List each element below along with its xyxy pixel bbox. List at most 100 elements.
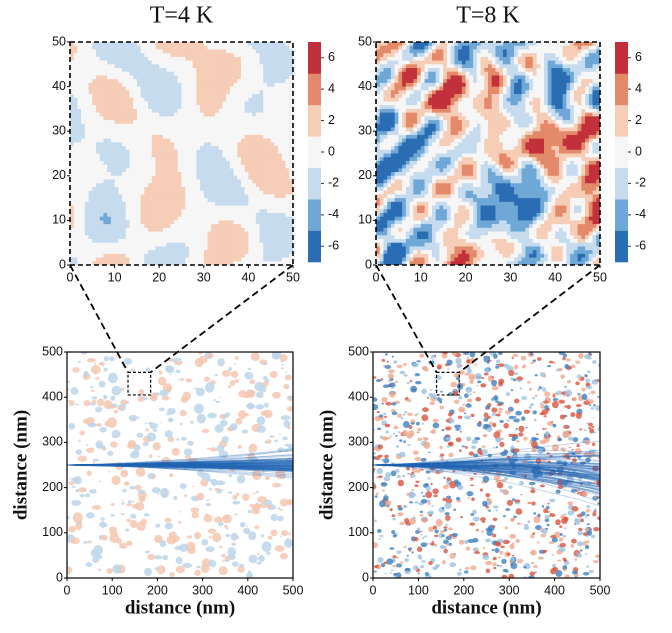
field-cell [383, 112, 388, 117]
field-cell [263, 153, 268, 158]
field-cell [244, 90, 249, 95]
field-cell [151, 235, 157, 240]
field-cell [107, 79, 112, 84]
field-cell [454, 227, 459, 233]
field-cell [162, 261, 168, 265]
field-cell [387, 75, 392, 80]
field-cell [409, 131, 414, 136]
field-cell [155, 49, 160, 54]
field-cell [402, 172, 407, 177]
field-cell [263, 86, 268, 91]
field-cell [402, 246, 407, 251]
field-cell [125, 194, 131, 199]
field-cell [73, 153, 79, 158]
field-cell [402, 216, 407, 221]
field-cell [446, 123, 452, 129]
field-cell [136, 127, 142, 132]
field-cell [439, 64, 444, 69]
field-cell [255, 120, 261, 125]
field-cell [136, 56, 142, 62]
field-cell [125, 146, 131, 151]
field-cell [244, 172, 249, 177]
field-cell [237, 216, 242, 221]
field-cell [148, 42, 153, 47]
field-cell [379, 82, 385, 88]
field-cell [409, 190, 414, 195]
field-cell [196, 138, 201, 143]
field-cell [207, 127, 212, 132]
field-cell [177, 131, 183, 136]
field-cell [144, 53, 149, 58]
field-cell [424, 160, 429, 166]
field-cell [114, 194, 119, 199]
field-cell [458, 49, 463, 54]
field-cell [229, 86, 235, 91]
field-cell [383, 120, 388, 125]
field-cell [188, 212, 194, 218]
field-cell [88, 53, 93, 58]
field-cell [140, 64, 145, 69]
field-cell [177, 231, 183, 236]
field-cell [192, 138, 197, 143]
field-cell [114, 131, 119, 136]
field-cell [96, 216, 101, 221]
field-cell [248, 212, 253, 218]
field-cell [110, 153, 116, 158]
field-cell [118, 64, 123, 69]
field-cell [218, 253, 223, 259]
field-cell [155, 60, 160, 65]
field-cell [405, 90, 411, 95]
field-cell [200, 112, 205, 117]
field-cell [188, 205, 194, 210]
field-cell [203, 153, 209, 158]
field-cell [450, 134, 455, 140]
field-cell [99, 134, 105, 140]
field-cell [255, 64, 261, 69]
field-cell [107, 209, 112, 214]
field-cell [214, 131, 220, 136]
field-cell [133, 172, 138, 177]
field-cell [200, 194, 205, 199]
field-cell [266, 175, 272, 181]
field-cell [170, 79, 175, 84]
field-cell [413, 205, 418, 210]
field-cell [214, 101, 220, 106]
field-cell [207, 186, 212, 192]
field-cell [84, 242, 90, 248]
field-cell [376, 250, 381, 255]
field-cell [70, 212, 75, 218]
field-cell [252, 64, 257, 69]
field-cell [99, 183, 105, 188]
field-cell [405, 209, 411, 214]
field-cell [92, 45, 97, 51]
field-cell [88, 64, 93, 69]
field-cell [237, 149, 242, 155]
field-cell [114, 49, 119, 54]
field-cell [181, 68, 186, 73]
field-cell [435, 120, 441, 125]
field-cell [203, 134, 209, 140]
field-cell [454, 53, 459, 58]
field-cell [259, 71, 264, 77]
field-cell [390, 212, 396, 218]
field-cell [214, 216, 220, 221]
field-cell [177, 220, 183, 225]
field-cell [428, 205, 433, 210]
field-cell [244, 168, 249, 173]
field-cell [114, 112, 119, 117]
field-cell [376, 175, 381, 181]
field-cell [248, 246, 253, 251]
field-cell [289, 246, 293, 251]
field-cell [151, 105, 157, 110]
field-cell [428, 82, 433, 88]
field-cell [185, 127, 190, 132]
title: T=4 K [150, 3, 214, 29]
field-cell [114, 94, 119, 99]
field-cell [263, 261, 268, 265]
field-cell [285, 101, 290, 106]
field-cell [255, 42, 261, 47]
field-cell [99, 90, 105, 95]
field-cell [84, 253, 90, 259]
field-cell [420, 160, 426, 166]
field-cell [405, 56, 411, 62]
